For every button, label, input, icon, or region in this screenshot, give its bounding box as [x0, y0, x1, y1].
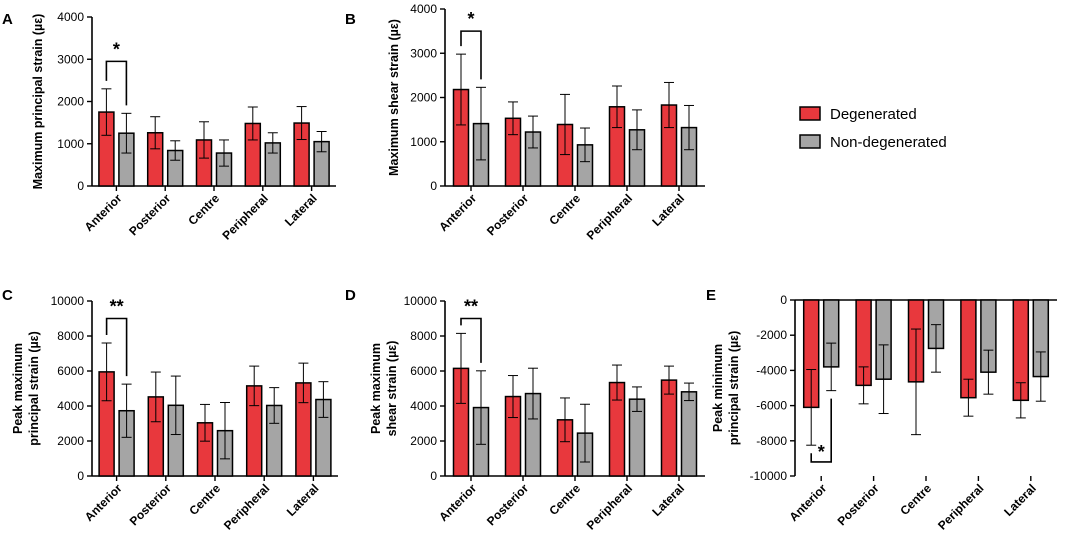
y-axis-label-line: principal strain (µε) [727, 331, 741, 446]
legend-swatch-non-degenerated [799, 134, 821, 149]
y-tick-label: 4000 [410, 399, 437, 413]
panel-b: B Maximum shear strain (µε) 0 1000 2000 3000 4… [345, 2, 705, 243]
x-tick-label: Anterior [82, 191, 125, 234]
y-tick-label: 2000 [410, 434, 437, 448]
x-tick-label: Centre [546, 191, 583, 228]
panel-letter: C [2, 287, 13, 304]
significance-marker: * [113, 39, 120, 59]
panels-layer: A Maximum principal strain (µε) 0 1000 2000 3… [2, 2, 1057, 533]
y-axis-label-line: shear strain (µε) [385, 341, 399, 437]
x-tick-label: Peripheral [584, 191, 635, 242]
significance-marker: * [467, 9, 474, 29]
significance-bracket [460, 30, 482, 80]
x-tick-label: Posterior [835, 481, 882, 528]
x-tick-label: Posterior [484, 191, 531, 238]
y-tick-label: -2000 [756, 328, 787, 342]
y-axis-label-line: Maximum shear strain (µε) [387, 19, 401, 176]
x-tick-label: Peripheral [221, 481, 272, 532]
y-axis-label: Peak minimum principal strain (µε) [711, 331, 741, 446]
legend-swatch-degenerated [799, 106, 821, 121]
significance-marker: * [818, 442, 825, 462]
x-tick-label: Centre [546, 481, 583, 518]
legend: Degenerated Non-degenerated [799, 106, 947, 151]
y-tick-label: 1000 [57, 137, 84, 151]
significance-bracket [105, 317, 128, 377]
y-tick-label: 6000 [410, 364, 437, 378]
x-tick-label: Lateral [649, 191, 687, 229]
y-tick-label: 8000 [57, 329, 84, 343]
y-tick-label: 2000 [57, 434, 84, 448]
significance-bracket [105, 60, 128, 106]
x-tick-label: Lateral [1001, 481, 1039, 519]
x-tick-label: Peripheral [935, 481, 986, 532]
significance-bracket [810, 398, 832, 463]
y-tick-label: 4000 [57, 399, 84, 413]
y-tick-label: 2000 [410, 91, 437, 105]
panel-c: C Peak maximum principal strain (µε) 0 2000 4… [2, 287, 338, 533]
y-tick-label: 1000 [410, 135, 437, 149]
y-axis-label: Peak maximum shear strain (µε) [369, 341, 399, 437]
y-tick-label: -4000 [756, 363, 787, 377]
significance-bracket [460, 317, 482, 363]
y-tick-label: 0 [430, 179, 437, 193]
x-tick-label: Peripheral [584, 481, 635, 532]
y-tick-label: -8000 [756, 434, 787, 448]
y-tick-label: 8000 [410, 329, 437, 343]
panel-letter: E [706, 287, 716, 304]
legend-label-degenerated: Degenerated [830, 106, 917, 123]
panel-d: D Peak maximum shear strain (µε) 0 2000 4000 6… [345, 287, 705, 533]
y-tick-label: -6000 [756, 399, 787, 413]
y-tick-label: 0 [77, 179, 84, 193]
y-axis-label-line: Peak minimum [711, 344, 725, 432]
x-tick-label: Posterior [127, 481, 174, 528]
panel-letter: D [345, 287, 356, 304]
x-tick-label: Anterior [436, 481, 479, 524]
y-tick-label: 0 [780, 293, 787, 307]
y-tick-label: 6000 [57, 364, 84, 378]
y-tick-label: 10000 [404, 294, 438, 308]
y-tick-label: 10000 [51, 294, 85, 308]
x-tick-label: Centre [897, 481, 934, 518]
panel-a: A Maximum principal strain (µε) 0 1000 2000 3… [2, 10, 336, 243]
y-tick-label: 2000 [57, 95, 84, 109]
x-tick-label: Peripheral [220, 191, 271, 242]
legend-label-non-degenerated: Non-degenerated [830, 134, 947, 151]
x-tick-label: Anterior [786, 481, 829, 524]
panel-letter: A [2, 11, 13, 28]
y-tick-label: 4000 [57, 10, 84, 24]
y-tick-label: 0 [77, 469, 84, 483]
x-tick-label: Lateral [284, 481, 322, 519]
y-tick-label: 3000 [57, 52, 84, 66]
y-axis-label-line: principal strain (µε) [27, 331, 41, 446]
y-axis-label: Peak maximum principal strain (µε) [11, 331, 41, 446]
y-axis-label-line: Peak maximum [11, 343, 25, 434]
x-tick-label: Posterior [484, 481, 531, 528]
y-axis-label-line: Peak maximum [369, 343, 383, 434]
y-tick-label: 0 [430, 469, 437, 483]
y-axis-label: Maximum principal strain (µε) [31, 14, 45, 190]
x-tick-label: Anterior [82, 481, 125, 524]
y-tick-label: 4000 [410, 2, 437, 16]
significance-marker: ** [464, 297, 478, 317]
x-tick-label: Centre [186, 481, 223, 518]
y-axis-label: Maximum shear strain (µε) [387, 19, 401, 176]
panel-e: E Peak minimum principal strain (µε) 0 -2000… [706, 287, 1057, 533]
y-tick-label: -10000 [750, 469, 788, 483]
x-tick-label: Lateral [649, 481, 687, 519]
x-tick-label: Lateral [282, 191, 320, 229]
y-axis-label-line: Maximum principal strain (µε) [31, 14, 45, 190]
x-tick-label: Posterior [126, 191, 173, 238]
y-tick-label: 3000 [410, 46, 437, 60]
significance-marker: ** [110, 297, 124, 317]
panel-letter: B [345, 11, 356, 28]
x-tick-label: Anterior [436, 191, 479, 234]
bar-non-degenerated [680, 391, 698, 477]
x-tick-label: Centre [185, 191, 222, 228]
